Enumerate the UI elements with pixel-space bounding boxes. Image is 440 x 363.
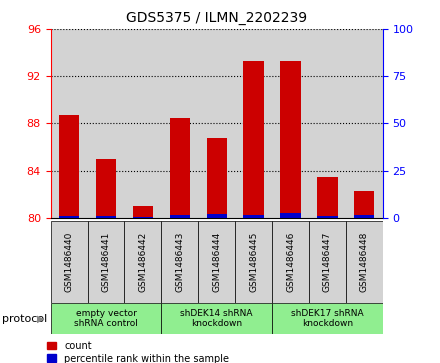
Bar: [243, 61, 264, 218]
Bar: [51, 29, 88, 218]
Text: empty vector
shRNA control: empty vector shRNA control: [74, 309, 138, 328]
Bar: [133, 206, 153, 218]
Bar: [235, 221, 272, 303]
Bar: [170, 118, 190, 218]
Bar: [272, 29, 309, 218]
Bar: [125, 29, 161, 218]
Bar: [354, 215, 374, 218]
Text: protocol: protocol: [2, 314, 48, 323]
Bar: [309, 29, 346, 218]
Bar: [59, 115, 79, 218]
Text: ▶: ▶: [37, 314, 44, 323]
Bar: [198, 221, 235, 303]
Bar: [346, 221, 383, 303]
Bar: [346, 29, 383, 218]
Bar: [161, 303, 272, 334]
Text: GSM1486447: GSM1486447: [323, 232, 332, 293]
Bar: [280, 61, 301, 218]
Text: GSM1486448: GSM1486448: [360, 232, 369, 293]
Bar: [280, 213, 301, 218]
Bar: [309, 221, 346, 303]
Bar: [88, 221, 125, 303]
Bar: [206, 214, 227, 218]
Bar: [272, 303, 383, 334]
Bar: [235, 29, 272, 218]
Bar: [133, 217, 153, 218]
Text: shDEK17 shRNA
knockdown: shDEK17 shRNA knockdown: [291, 309, 364, 328]
Bar: [317, 216, 337, 218]
Bar: [96, 159, 116, 218]
Bar: [198, 29, 235, 218]
Bar: [51, 221, 88, 303]
Text: GSM1486441: GSM1486441: [102, 232, 110, 293]
Legend: count, percentile rank within the sample: count, percentile rank within the sample: [47, 340, 229, 363]
Text: GSM1486446: GSM1486446: [286, 232, 295, 293]
Text: shDEK14 shRNA
knockdown: shDEK14 shRNA knockdown: [180, 309, 253, 328]
Text: GSM1486445: GSM1486445: [249, 232, 258, 293]
Bar: [51, 303, 161, 334]
Bar: [88, 29, 125, 218]
Bar: [354, 191, 374, 218]
Bar: [206, 138, 227, 218]
Bar: [272, 221, 309, 303]
Text: GSM1486444: GSM1486444: [212, 232, 221, 292]
Bar: [59, 216, 79, 218]
Bar: [125, 221, 161, 303]
Title: GDS5375 / ILMN_2202239: GDS5375 / ILMN_2202239: [126, 11, 307, 25]
Bar: [170, 215, 190, 218]
Bar: [243, 215, 264, 218]
Bar: [161, 221, 198, 303]
Bar: [161, 29, 198, 218]
Bar: [96, 216, 116, 218]
Text: GSM1486442: GSM1486442: [138, 232, 147, 292]
Text: GSM1486440: GSM1486440: [65, 232, 73, 293]
Bar: [317, 176, 337, 218]
Text: GSM1486443: GSM1486443: [175, 232, 184, 293]
